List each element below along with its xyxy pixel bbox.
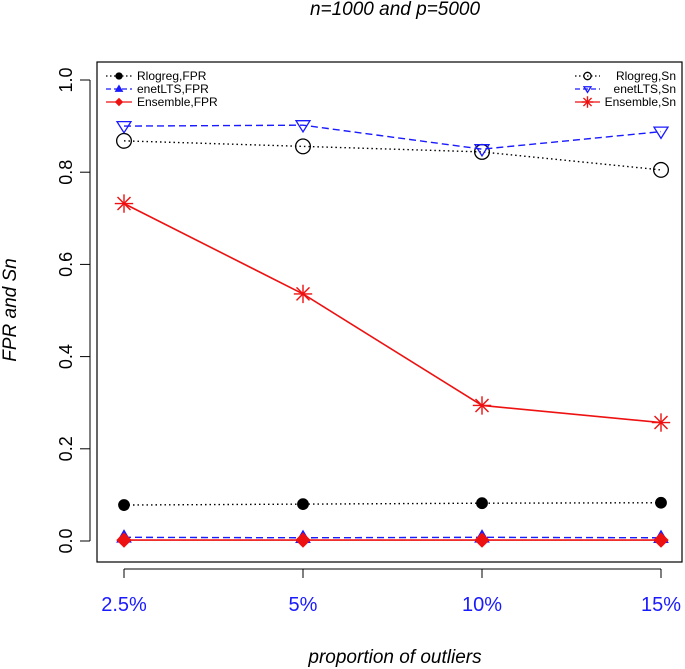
legend-item: Ensemble,FPR <box>106 95 218 109</box>
legend-label: enetLTS,Sn <box>614 82 676 96</box>
legend-item: enetLTS,Sn <box>575 82 676 96</box>
data-point <box>653 532 669 548</box>
x-tick-label: 10% <box>462 594 502 616</box>
legend-marker <box>114 84 124 92</box>
asterisk-stroke <box>474 398 490 413</box>
data-point <box>294 120 312 134</box>
chart-title: n=1000 and p=5000 <box>310 0 481 20</box>
asterisk-stroke <box>116 196 132 211</box>
data-point <box>294 138 311 155</box>
data-point <box>297 498 309 511</box>
y-tick-label: 0.8 <box>56 160 76 185</box>
x-tick-label: 2.5% <box>101 594 147 616</box>
legend-marker <box>115 72 123 80</box>
legend-marker <box>582 86 593 94</box>
data-point <box>116 532 132 548</box>
y-tick-label: 1.0 <box>56 67 76 92</box>
data-point <box>476 497 488 510</box>
series-line <box>123 502 662 506</box>
data-point <box>474 532 490 548</box>
legend-item: Rlogreg,Sn <box>575 69 676 83</box>
series-layer <box>114 120 671 548</box>
legend-marker <box>114 97 124 107</box>
asterisk-stroke <box>653 415 669 430</box>
series-ensemble-fpr <box>116 532 669 548</box>
series-line <box>123 140 662 171</box>
legend-item: Ensemble,Sn <box>575 95 676 109</box>
x-axis-label: proportion of outliers <box>307 647 482 668</box>
legend-item: Rlogreg,FPR <box>106 69 207 83</box>
y-tick-label: 0.6 <box>56 252 76 277</box>
series-line <box>123 124 662 150</box>
series-rlogreg-fpr <box>118 496 667 511</box>
series-line <box>123 202 662 424</box>
asterisk-stroke <box>582 97 593 107</box>
data-point <box>118 499 130 511</box>
x-tick-label: 15% <box>641 594 681 616</box>
y-axis-label: FPR and Sn <box>0 258 21 362</box>
data-point <box>653 161 670 178</box>
y-tick-label: 0.4 <box>56 344 76 369</box>
data-point <box>295 532 311 548</box>
asterisk-stroke <box>295 286 311 301</box>
series-enetlts-sn <box>115 120 670 158</box>
plot-frame <box>96 61 683 563</box>
data-point <box>114 194 134 213</box>
data-point <box>655 496 667 509</box>
data-point <box>473 144 491 158</box>
legend-label: Rlogreg,Sn <box>616 69 676 83</box>
legend-marker <box>583 71 592 81</box>
data-point <box>115 120 133 135</box>
data-point <box>472 396 492 415</box>
series-rlogreg-sn <box>116 132 670 178</box>
legend-item: enetLTS,FPR <box>106 82 209 96</box>
x-axis: 2.5% 5% 10% 15% <box>101 568 681 616</box>
legend-label: Ensemble,FPR <box>137 95 218 109</box>
series-ensemble-sn <box>114 194 671 432</box>
data-point <box>293 284 313 304</box>
legend-marker <box>581 96 594 108</box>
y-axis: 0.0 0.2 0.4 0.6 0.8 1.0 <box>56 67 91 554</box>
x-tick-label: 5% <box>289 594 318 616</box>
legend-label: Rlogreg,FPR <box>137 69 207 83</box>
data-point <box>652 126 670 140</box>
legend-label: enetLTS,FPR <box>137 82 209 96</box>
legend-label: Ensemble,Sn <box>605 95 676 109</box>
y-tick-label: 0.2 <box>56 436 76 461</box>
y-tick-label: 0.0 <box>56 528 76 553</box>
data-point <box>651 413 671 432</box>
